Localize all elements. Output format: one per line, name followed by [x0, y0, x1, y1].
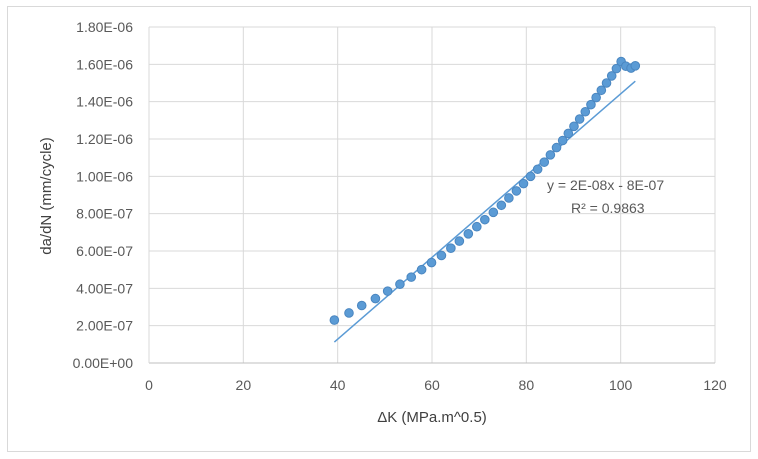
grid-lines	[149, 26, 716, 363]
data-point	[606, 71, 617, 81]
data-point	[446, 243, 456, 253]
data-point	[586, 99, 596, 110]
y-tick-label: 1.40E-06	[76, 94, 133, 110]
data-point	[426, 257, 437, 268]
y-tick-label: 1.20E-06	[76, 131, 133, 147]
y-tick-label: 4.00E-07	[76, 280, 133, 296]
data-point	[518, 178, 529, 189]
data-point	[454, 236, 465, 246]
data-point	[504, 193, 514, 203]
trendline-group	[333, 80, 636, 343]
r-squared-label: R² = 0.9863	[571, 200, 645, 216]
data-point	[416, 264, 427, 275]
data-point	[557, 135, 568, 146]
data-point	[436, 250, 447, 261]
y-tick-label: 8.00E-07	[76, 206, 133, 222]
data-point	[406, 272, 417, 282]
data-point	[551, 142, 562, 153]
data-point	[611, 63, 622, 74]
data-point	[563, 128, 574, 139]
x-tick-label: 40	[330, 377, 346, 393]
data-point	[329, 315, 340, 325]
data-point	[472, 221, 482, 232]
x-tick-label: 0	[145, 377, 153, 393]
x-tick-label: 120	[703, 377, 727, 393]
data-point	[525, 171, 536, 182]
data-point	[370, 293, 381, 304]
data-point	[569, 121, 579, 132]
data-points	[329, 56, 641, 325]
trendline	[333, 80, 636, 343]
data-point	[591, 92, 601, 103]
y-tick-label: 1.60E-06	[76, 56, 133, 72]
axes	[148, 27, 715, 364]
y-tick-label: 0.00E+00	[73, 355, 134, 371]
data-point	[580, 106, 591, 117]
trendline-equation: y = 2E-08x - 8E-07	[547, 177, 664, 193]
data-point	[511, 186, 522, 196]
data-point	[488, 207, 499, 218]
data-point	[545, 150, 556, 160]
data-point	[496, 200, 507, 211]
chart-frame	[7, 6, 751, 452]
data-point	[356, 300, 367, 311]
data-point	[395, 279, 405, 290]
x-tick-label: 60	[424, 377, 440, 393]
data-point	[539, 157, 550, 167]
data-point	[630, 61, 641, 71]
y-tick-label: 1.00E-06	[76, 168, 133, 184]
x-axis-title: ΔK (MPa.m^0.5)	[377, 409, 487, 426]
data-point	[382, 286, 393, 296]
y-tick-label: 2.00E-07	[76, 318, 133, 334]
y-tick-label: 1.80E-06	[76, 19, 133, 35]
data-point	[601, 78, 612, 88]
y-axis-title: da/dN (mm/cycle)	[38, 137, 55, 255]
data-point	[596, 85, 607, 96]
x-tick-label: 100	[609, 377, 633, 393]
y-tick-label: 6.00E-07	[76, 243, 133, 259]
data-point	[574, 114, 585, 124]
x-tick-label: 80	[519, 377, 535, 393]
data-point	[344, 308, 354, 318]
tick-labels: 0.00E+00 2.00E-07 4.00E-07 6.00E-07 8.00E-07…	[73, 19, 727, 393]
data-point	[480, 214, 490, 225]
data-point	[532, 164, 543, 175]
data-point	[463, 229, 474, 239]
x-tick-label: 20	[236, 377, 252, 393]
